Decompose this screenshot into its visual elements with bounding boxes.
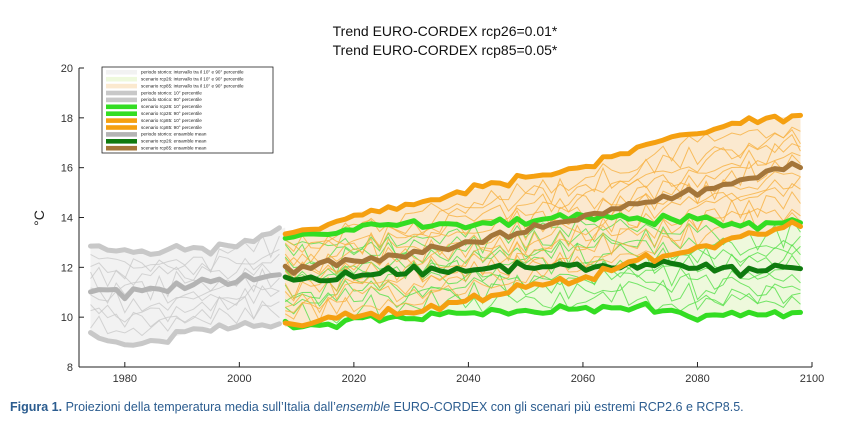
historical-member-line [90,295,280,328]
series-line-6 [282,219,803,329]
rcp26-member-line [284,217,801,252]
legend-label: scenario rcp26: 10° percentile [141,104,202,109]
x-tick-label: 2080 [685,373,709,385]
legend-label: periodo storico: intervallo tra il 10° e… [141,70,244,75]
y-tick-label: 20 [61,63,73,75]
legend-label: periodo storico: ensamble mean [141,132,207,137]
legend-swatch [106,83,137,89]
legend-swatch [106,139,137,144]
legend-swatch [106,132,137,137]
rcp85-member-line [284,182,801,302]
historical-member-line [90,253,280,288]
y-tick-label: 8 [67,362,73,374]
y-tick-label: 10 [61,312,73,324]
legend-swatch [106,76,137,82]
caption-text-before: Proiezioni della temperatura media sull’… [62,400,336,414]
legend-swatch [106,97,137,103]
legend-label: scenario rcp85: 90° percentile [141,125,202,130]
chart-title-line-2: Trend EURO-CORDEX rcp85=0.05* [333,42,558,58]
series-line-7 [282,112,803,237]
rcp85-member-line [285,209,801,322]
historical-member-line [90,233,280,274]
historical-member-line [90,300,280,337]
legend-label: scenario rcp26: 90° percentile [141,111,202,116]
series-line-5 [282,258,803,284]
rcp85-member-line [284,152,801,276]
rcp26-member-line [284,225,801,265]
legend-swatch [106,90,137,96]
rcp85-member-line [284,176,801,300]
chart-axes: 8 10 12 14 16 18 20 1980 2000 2020 2040 2060 2080 210… [61,63,824,385]
rcp85-member-line [284,129,801,253]
legend-label: scenario rcp26: ensamble mean [141,139,207,144]
legend-label: scenario rcp26: intervallo tra il 10° e … [141,77,244,82]
x-tick-label: 2040 [456,373,480,385]
series-line-0 [88,320,282,348]
historical-member-line [90,284,280,314]
legend-label: periodo storico: 10° percentile [141,90,202,95]
y-axis-label: °C [31,210,47,226]
legend-label: scenario rcp85: intervallo tra il 10° e … [141,83,244,88]
figure-caption: Figura 1. Proiezioni della temperatura m… [10,400,840,414]
rcp85-member-line [284,142,801,267]
legend-swatch [106,125,137,130]
caption-text-after: EURO-CORDEX con gli scenari più estremi … [390,400,744,414]
legend-swatch [106,70,137,75]
y-tick-label: 12 [61,262,73,274]
y-tick-label: 16 [61,163,73,175]
rcp26-member-line [284,283,801,324]
x-tick-label: 2060 [571,373,595,385]
legend-label: scenario rcp85: ensamble mean [141,146,207,151]
historical-member-line [90,267,280,304]
x-tick-label: 2000 [227,373,251,385]
rcp85-member-line [284,133,801,267]
rcp85-member-line [284,126,801,253]
series-line-1 [88,225,282,257]
x-tick-label: 2020 [342,373,366,385]
legend-label: periodo storico: 90° percentile [141,97,202,102]
rcp26-member-line [284,268,801,307]
chart-title: Trend EURO-CORDEX rcp26=0.01* Trend EURO… [333,23,558,58]
caption-italic-word: ensemble [335,400,391,414]
legend-swatch [106,145,137,151]
x-tick-label: 2100 [800,373,824,385]
historical-member-line [90,263,280,301]
rcp85-member-line [284,208,801,320]
chart-title-line-1: Trend EURO-CORDEX rcp26=0.01* [333,23,558,39]
legend-label: scenario rcp85: 10° percentile [141,118,202,123]
legend-swatch [106,104,137,110]
y-tick-label: 14 [61,213,73,225]
y-tick-label: 18 [61,113,73,125]
legend: periodo storico: intervallo tra il 10° e… [101,66,274,154]
legend-swatch [106,118,137,123]
legend-swatch [106,111,137,116]
x-tick-label: 1980 [113,373,137,385]
series-line-8 [282,160,803,276]
series-line-2 [88,272,282,302]
caption-label: Figura 1. [10,400,63,414]
series-line-4 [282,211,803,241]
